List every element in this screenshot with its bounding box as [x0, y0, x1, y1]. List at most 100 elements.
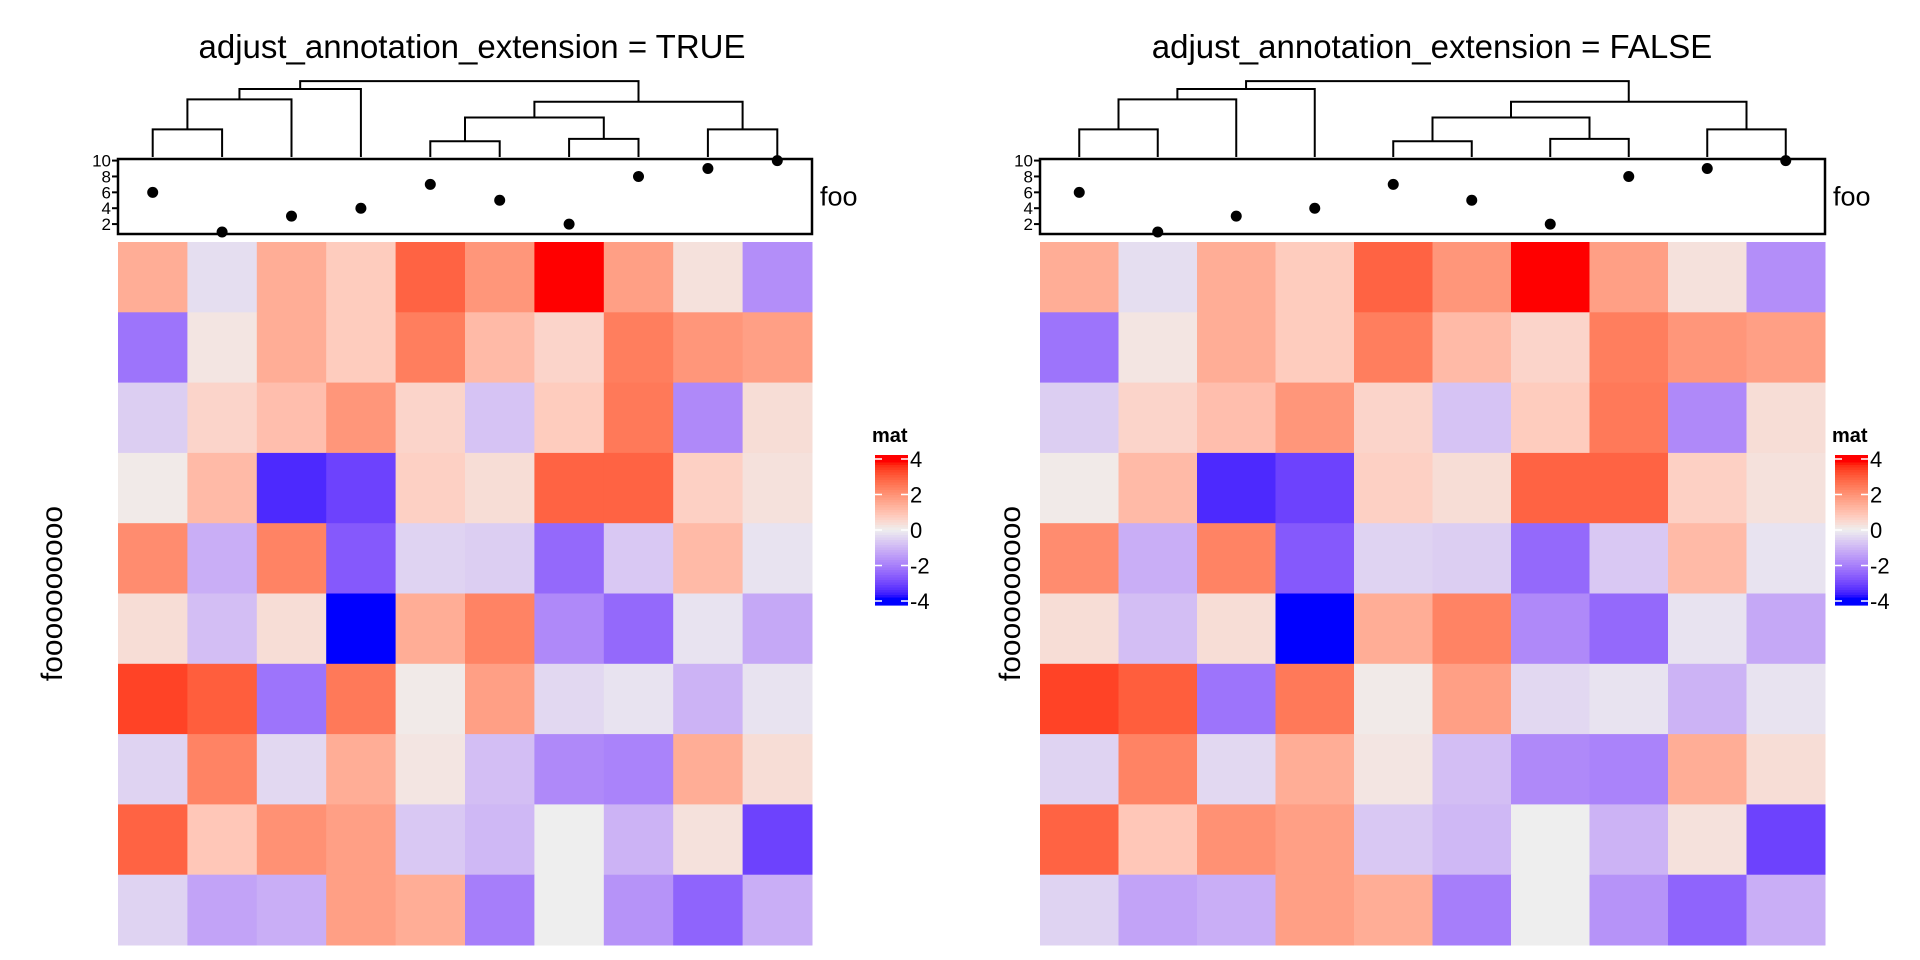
annotation-point [1387, 178, 1399, 190]
legend-gradient-step [875, 560, 908, 564]
annotation-point [1780, 155, 1792, 167]
heatmap-cell [534, 312, 605, 384]
legend-gradient-step [875, 587, 908, 591]
legend-gradient-step [1835, 487, 1868, 491]
heatmap-cell [1511, 593, 1590, 665]
annotation-y-axis: 2 4 6 8 10 [1014, 152, 1041, 234]
legend-gradient-step [875, 595, 908, 599]
heatmap-cell [118, 663, 188, 735]
annotation-point [494, 194, 506, 206]
heatmap-cell [673, 804, 744, 876]
row-title: foooooooooo [36, 506, 69, 681]
legend-gradient-step [875, 535, 908, 539]
heatmap-cell [395, 593, 466, 665]
heatmap-cell [326, 242, 397, 313]
legend-tick-label: 2 [1870, 483, 1882, 508]
heatmap-cell [1511, 242, 1590, 313]
dendrogram-branch [1117, 98, 1238, 157]
heatmap-cell [1432, 452, 1512, 524]
legend-gradient-step [1835, 560, 1868, 564]
heatmap-cell [1118, 523, 1198, 594]
dendrogram-branch [1078, 128, 1159, 157]
panel-true: adjust_annotation_extension = TRUE 2 4 6… [36, 28, 930, 946]
annotation-point [702, 163, 714, 175]
heatmap-cell [1511, 523, 1590, 594]
legend-gradient-step [1835, 595, 1868, 599]
legend-gradient-step [875, 597, 908, 601]
legend-gradient-step [1835, 490, 1868, 494]
heatmap-cell [742, 804, 813, 876]
heatmap-cell [1668, 382, 1747, 454]
legend-gradient-step [1835, 567, 1868, 571]
legend-gradient-step [1835, 550, 1868, 554]
legend-gradient-step [875, 457, 908, 461]
heatmap-cell [1432, 593, 1512, 665]
heatmap-cell [1197, 593, 1276, 665]
dendrogram-branch [151, 128, 224, 157]
dendrogram-branch [1510, 100, 1748, 130]
heatmap-cell [187, 452, 258, 524]
legend-gradient-step [875, 565, 908, 569]
legend-color-bar [1835, 455, 1868, 606]
legend-gradient-step [875, 472, 908, 476]
heatmap-cell [603, 312, 674, 384]
heatmap-cell [1275, 382, 1355, 454]
heatmap-cell [256, 452, 327, 524]
heatmap-cell [1354, 242, 1433, 313]
heatmap-cell [1746, 663, 1826, 735]
heatmap-cell [1354, 874, 1433, 946]
legend-gradient-step [1835, 460, 1868, 464]
legend-tick-label: -2 [1870, 554, 1890, 579]
legend-gradient-step [875, 545, 908, 549]
heatmap-cell [534, 382, 605, 454]
legend-gradient-step [875, 522, 908, 526]
heatmap-cell [603, 663, 674, 735]
legend-gradient-step [875, 580, 908, 584]
legend-gradient-step [1835, 575, 1868, 579]
legend-gradient-step [875, 520, 908, 524]
legend-gradient-step [1835, 495, 1868, 499]
legend-gradient-step [1835, 587, 1868, 591]
legend-gradient-step [1835, 485, 1868, 489]
heatmap-cell [118, 804, 188, 876]
heatmap-cell [1118, 734, 1198, 805]
heatmap-cell [1040, 523, 1119, 594]
legend-gradient-step [1835, 520, 1868, 524]
legend-gradient-step [875, 555, 908, 559]
heatmap-cell [603, 452, 674, 524]
legend-tick-label: 0 [910, 518, 922, 543]
dendrogram-branch [1245, 80, 1630, 102]
heatmap-cell [603, 593, 674, 665]
legend-gradient-step [1835, 470, 1868, 474]
legend-gradient-step [1835, 522, 1868, 526]
dendrogram-branch [429, 140, 501, 157]
heatmap-cell [1197, 734, 1276, 805]
legend-gradient-step [1835, 455, 1868, 459]
legend-gradient-step [1835, 505, 1868, 509]
heatmap-cell [465, 804, 535, 876]
heatmap-cell [1197, 804, 1276, 876]
heatmap-cell [1354, 382, 1433, 454]
legend-gradient-step [875, 577, 908, 581]
legend-tick-label: 2 [910, 483, 922, 508]
heatmap-cell [395, 312, 466, 384]
heatmap-cell [1275, 734, 1355, 805]
heatmap-cell [1746, 734, 1826, 805]
heatmap-cell [1668, 312, 1747, 384]
legend-gradient-step [1835, 602, 1868, 606]
heatmap-cell [1432, 663, 1512, 735]
heatmap-cell [465, 663, 535, 735]
heatmap-cell [395, 452, 466, 524]
dendrogram-branch [1431, 116, 1591, 142]
heatmap-cell [1668, 663, 1747, 735]
legend-gradient-step [875, 567, 908, 571]
annotation-name: foo [820, 182, 858, 212]
legend-gradient-step [875, 487, 908, 491]
legend-gradient-step [875, 582, 908, 586]
heatmap-cell [1354, 312, 1433, 384]
color-legend: mat 4 2 0 -2 -4 [1832, 425, 1890, 614]
legend-gradient-step [875, 490, 908, 494]
heatmap-cell [603, 804, 674, 876]
legend-gradient-step [875, 465, 908, 469]
legend-gradient-step [875, 572, 908, 576]
